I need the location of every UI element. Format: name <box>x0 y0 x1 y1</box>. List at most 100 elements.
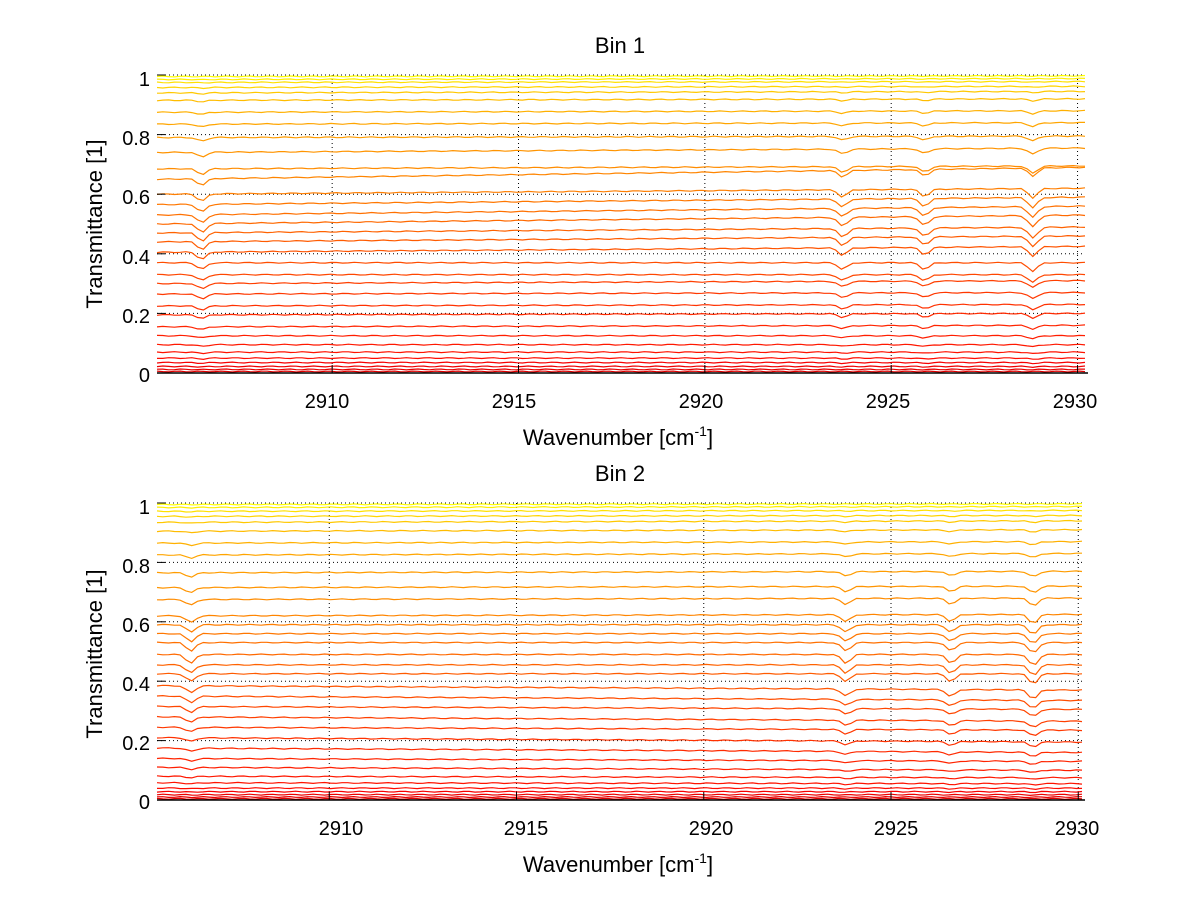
series-line <box>156 214 1086 233</box>
series-line <box>156 74 1086 78</box>
chart-title: Bin 2 <box>595 461 645 486</box>
x-tick-label: 2910 <box>305 391 350 413</box>
x-tick-label: 2920 <box>679 391 724 413</box>
series-line <box>156 632 1083 643</box>
series-line <box>156 109 1086 115</box>
series-line <box>156 570 1083 578</box>
series-line <box>156 623 1083 634</box>
series-line <box>156 766 1083 773</box>
series-line <box>156 97 1086 103</box>
series-line <box>156 519 1083 524</box>
series-line <box>156 684 1083 699</box>
series-line <box>156 370 1086 373</box>
y-tick-label: 0 <box>139 792 150 814</box>
y-tick-label: 0 <box>139 365 150 387</box>
x-tick-label: 2925 <box>866 391 911 413</box>
series-line <box>156 85 1086 90</box>
series-line <box>156 187 1086 202</box>
series-line <box>156 793 1083 797</box>
series-line <box>156 351 1086 355</box>
series-line <box>156 726 1083 736</box>
x-tick-label: 2915 <box>492 391 537 413</box>
y-tick-label: 0.8 <box>122 556 150 578</box>
series-line <box>156 747 1083 757</box>
y-tick-label: 0.2 <box>122 306 150 328</box>
series-line <box>156 80 1086 84</box>
series-line <box>156 90 1086 95</box>
x-tick-labels: 2910 2915 2920 2925 2930 <box>319 818 1100 840</box>
series-line <box>157 357 1086 361</box>
series-line <box>156 365 1086 369</box>
series-line <box>156 77 1086 81</box>
series-line <box>156 324 1086 331</box>
series-line <box>156 775 1083 780</box>
x-axis-label: Wavenumber [cm-1] <box>523 423 713 450</box>
x-tick-labels: 2910 2915 2920 2925 2930 <box>305 391 1098 413</box>
y-tick-label: 0.4 <box>122 247 150 269</box>
y-tick-labels: 0 0.2 0.4 0.6 0.8 1 <box>122 497 150 814</box>
series-line <box>156 196 1086 212</box>
plot-lines <box>156 502 1083 800</box>
series-line <box>156 225 1086 242</box>
chart-title: Bin 1 <box>595 33 645 58</box>
series-line <box>157 121 1085 128</box>
series-line <box>156 585 1083 594</box>
series-line <box>156 312 1086 320</box>
series-line <box>156 205 1086 223</box>
series-line <box>156 672 1083 684</box>
y-tick-label: 0.6 <box>122 187 150 209</box>
y-tick-label: 0.8 <box>122 128 150 150</box>
chart-panel-bin1: Bin 1 0 0.2 0.4 0.6 0.8 1 2910 2915 2920… <box>82 33 1097 450</box>
series-line <box>156 540 1083 547</box>
series-line <box>156 279 1086 290</box>
series-line <box>156 234 1086 250</box>
axes <box>157 74 1088 374</box>
series-line <box>156 528 1083 534</box>
series-line <box>156 135 1086 142</box>
x-tick-label: 2915 <box>504 818 549 840</box>
series-line <box>156 736 1083 748</box>
series-line <box>156 663 1083 676</box>
y-tick-label: 1 <box>139 69 150 91</box>
y-tick-label: 1 <box>139 497 150 519</box>
series-line <box>156 509 1083 513</box>
series-line <box>156 261 1086 273</box>
y-tick-label: 0.2 <box>122 733 150 755</box>
series-line <box>156 166 1086 186</box>
grid <box>157 502 1082 801</box>
series-line <box>156 694 1083 708</box>
series-line <box>156 368 1085 371</box>
series-line <box>156 613 1083 624</box>
series-line <box>156 797 1083 800</box>
y-axis-label: Transmittance [1] <box>82 569 107 738</box>
x-tick-label: 2930 <box>1055 818 1100 840</box>
series-line <box>156 334 1086 340</box>
x-tick-label: 2920 <box>689 818 734 840</box>
series-line <box>156 705 1083 716</box>
series-line <box>156 147 1086 158</box>
series-line <box>156 291 1086 300</box>
series-line <box>156 790 1083 794</box>
series-line <box>156 343 1086 348</box>
y-tick-label: 0.6 <box>122 615 150 637</box>
series-line <box>156 361 1086 365</box>
axes <box>157 502 1085 801</box>
series-line <box>156 757 1083 765</box>
x-axis-label: Wavenumber [cm-1] <box>523 850 713 877</box>
series-line <box>156 795 1082 799</box>
series-line <box>156 653 1083 665</box>
series-line <box>156 245 1086 260</box>
x-tick-label: 2910 <box>319 818 364 840</box>
series-line <box>157 552 1082 560</box>
y-tick-label: 0.4 <box>122 674 150 696</box>
y-axis-label: Transmittance [1] <box>82 139 107 308</box>
series-line <box>156 597 1082 606</box>
series-line <box>157 787 1083 791</box>
series-line <box>156 502 1083 506</box>
series-line <box>156 514 1083 518</box>
x-tick-label: 2930 <box>1053 391 1098 413</box>
series-line <box>156 273 1086 283</box>
plot-lines <box>156 74 1086 373</box>
series-line <box>156 505 1083 509</box>
